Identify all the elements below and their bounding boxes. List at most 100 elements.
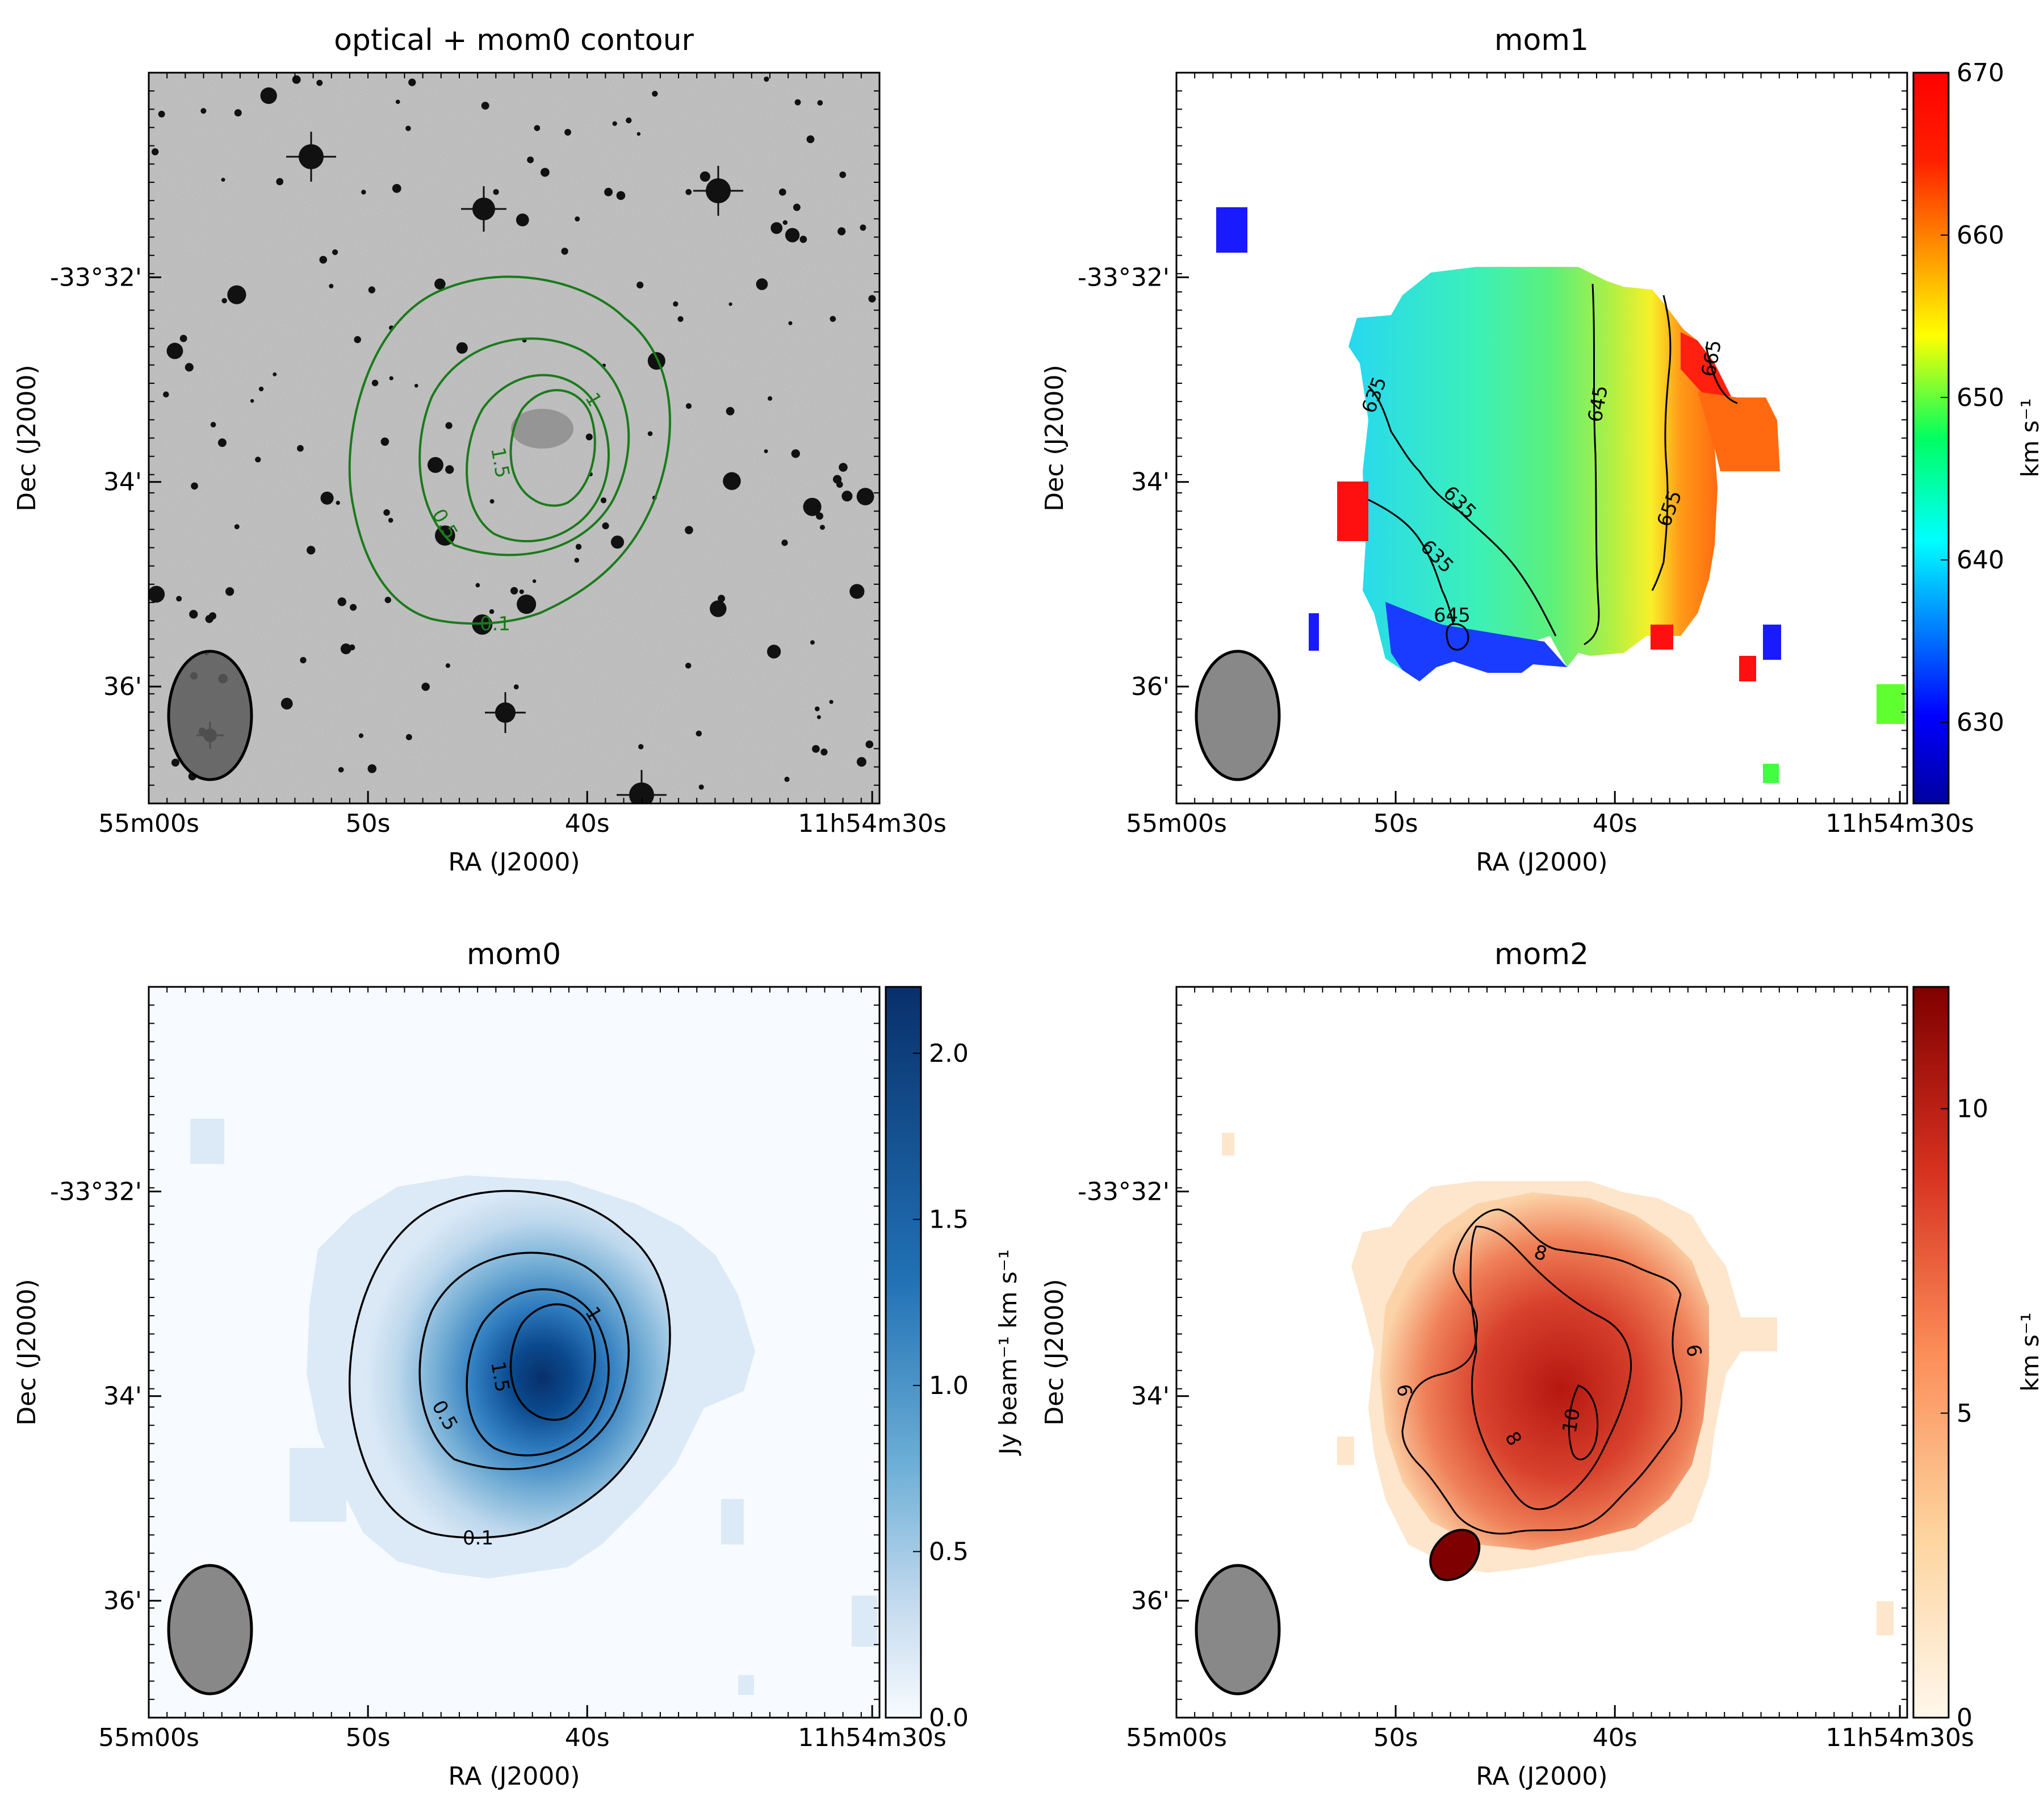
dec-tick-label: 34' xyxy=(1131,1382,1170,1411)
beam-ellipse xyxy=(1195,1564,1281,1695)
star xyxy=(832,475,842,484)
star xyxy=(179,334,187,342)
dec-tick-label: -33°32' xyxy=(1078,263,1170,292)
ra-tick-label: 40s xyxy=(1593,809,1637,838)
panel-optical: optical + mom0 contour 0.1 0.5 1 1.5 55m… xyxy=(12,23,946,877)
star xyxy=(340,643,351,655)
colorbar-tick-label: 0.0 xyxy=(929,1703,969,1732)
star xyxy=(319,256,328,264)
star xyxy=(728,302,732,306)
x-axis-label: RA (J2000) xyxy=(1476,1762,1607,1791)
star xyxy=(280,697,293,710)
colorbar-tick-label: 5 xyxy=(1957,1399,1972,1428)
star xyxy=(395,99,400,104)
colorbar xyxy=(1912,986,1950,1719)
beam-ellipse xyxy=(1195,650,1281,781)
dec-tick-label: 36' xyxy=(103,672,142,701)
star xyxy=(408,78,416,86)
panel-title: mom2 xyxy=(1494,937,1589,972)
y-axis-label: Dec (J2000) xyxy=(12,365,41,511)
star xyxy=(698,784,704,790)
star xyxy=(723,472,741,491)
ra-tick-label: 40s xyxy=(565,809,610,838)
star xyxy=(841,491,853,502)
contour-label: 0.1 xyxy=(480,613,510,635)
blob xyxy=(1651,625,1673,650)
star xyxy=(349,644,355,651)
faint-emission xyxy=(1877,1601,1894,1635)
star xyxy=(803,497,822,516)
star xyxy=(829,700,833,704)
colorbar-tick-label: 1.0 xyxy=(929,1371,969,1400)
dispersion-blob xyxy=(1429,1529,1481,1581)
star xyxy=(367,764,377,773)
star xyxy=(793,203,801,211)
star xyxy=(163,391,169,397)
star xyxy=(585,433,593,441)
star xyxy=(764,449,768,454)
star xyxy=(541,168,550,177)
star xyxy=(481,102,489,110)
contour-label: 645 xyxy=(1434,604,1471,627)
plot-area: 6 6 8 8 10 xyxy=(1176,987,1907,1718)
star xyxy=(445,465,454,474)
star xyxy=(610,535,625,549)
star xyxy=(338,767,344,773)
star xyxy=(770,222,783,234)
dec-tick-label: 34' xyxy=(1131,468,1170,497)
galaxy xyxy=(511,409,573,449)
dec-tick-label: 34' xyxy=(103,1382,142,1411)
star xyxy=(421,683,430,691)
ra-tick-label: 50s xyxy=(1373,809,1418,838)
star xyxy=(427,457,443,473)
velocity-field-orange xyxy=(1698,392,1780,471)
axes: 55m00s 50s 40s 11h54m30s -33°32' 34' 36' RA (J2… xyxy=(1040,72,1974,877)
star xyxy=(225,587,234,596)
star xyxy=(434,278,446,290)
star xyxy=(600,497,607,504)
axes: 55m00s 50s 40s 11h54m30s -33°32' 34' 36' RA (J2… xyxy=(1040,986,1974,1791)
star xyxy=(221,178,225,182)
ra-tick-label: 40s xyxy=(565,1723,610,1752)
star xyxy=(778,188,786,196)
star xyxy=(819,525,825,530)
star xyxy=(814,706,820,711)
dec-tick-label: -33°32' xyxy=(50,1177,142,1206)
star xyxy=(176,596,182,602)
star xyxy=(636,132,641,136)
star xyxy=(316,79,323,86)
star xyxy=(389,376,393,380)
star xyxy=(785,228,800,242)
star xyxy=(519,589,524,594)
star xyxy=(837,227,846,236)
velocity-field xyxy=(1348,267,1718,681)
star xyxy=(856,488,874,505)
contours xyxy=(348,275,671,625)
star xyxy=(383,509,390,516)
star xyxy=(510,587,518,594)
y-axis-label: Dec (J2000) xyxy=(12,1279,41,1425)
star xyxy=(337,597,346,606)
panel-title: mom1 xyxy=(1494,23,1589,57)
star xyxy=(384,597,391,604)
contour-label: 1.5 xyxy=(486,446,514,480)
blob xyxy=(1877,684,1905,724)
star xyxy=(445,663,450,668)
dec-tick-label: 36' xyxy=(1131,1586,1170,1615)
panel-mom1: mom1 635 635 xyxy=(1040,23,2044,877)
colorbar-ticks: 0.0 0.5 1.0 1.5 2.0 xyxy=(913,1039,969,1732)
colorbar-label: km s⁻¹ xyxy=(2016,398,2044,477)
panel-title: mom0 xyxy=(467,937,561,972)
colorbar-tick-label: 630 xyxy=(1957,708,2004,737)
faint-emission xyxy=(852,1596,877,1647)
dec-tick-label: 34' xyxy=(103,468,142,497)
ra-tick-label: 55m00s xyxy=(98,1723,199,1752)
contour-label: 0.1 xyxy=(463,1527,493,1550)
star xyxy=(300,657,307,664)
faint-emission xyxy=(190,1119,224,1164)
star xyxy=(575,216,580,222)
star xyxy=(191,482,198,490)
star xyxy=(149,585,165,603)
colorbar-tick-label: 660 xyxy=(1957,221,2004,250)
colorbar-tick-label: 670 xyxy=(1957,58,2004,87)
